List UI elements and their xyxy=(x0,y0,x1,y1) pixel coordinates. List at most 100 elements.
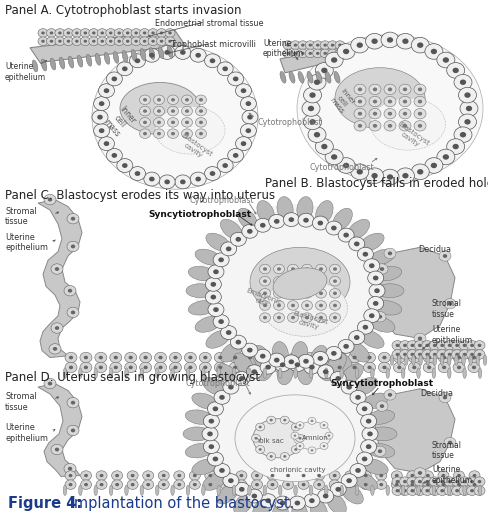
Circle shape xyxy=(315,264,326,274)
Circle shape xyxy=(442,396,447,399)
Circle shape xyxy=(225,330,231,335)
Circle shape xyxy=(246,489,262,503)
Circle shape xyxy=(217,62,233,76)
Text: Cytotrophoblast: Cytotrophoblast xyxy=(258,118,322,127)
Circle shape xyxy=(105,29,116,37)
Circle shape xyxy=(436,149,454,165)
Circle shape xyxy=(443,298,455,309)
Circle shape xyxy=(140,362,151,373)
Circle shape xyxy=(290,432,298,439)
Circle shape xyxy=(321,144,327,150)
Ellipse shape xyxy=(202,472,226,490)
Text: Uterine
epithelium: Uterine epithelium xyxy=(5,62,46,82)
Circle shape xyxy=(436,477,447,486)
Ellipse shape xyxy=(217,485,220,496)
Circle shape xyxy=(184,132,189,135)
Circle shape xyxy=(276,267,281,271)
Circle shape xyxy=(360,480,370,489)
Circle shape xyxy=(245,101,251,106)
Circle shape xyxy=(307,106,313,111)
Circle shape xyxy=(335,487,340,492)
Circle shape xyxy=(308,52,311,55)
Ellipse shape xyxy=(332,351,352,373)
Circle shape xyxy=(143,48,160,62)
Circle shape xyxy=(333,362,345,373)
Circle shape xyxy=(67,425,79,436)
Ellipse shape xyxy=(124,368,128,378)
Circle shape xyxy=(372,100,376,103)
Circle shape xyxy=(305,291,308,295)
Circle shape xyxy=(199,132,203,135)
Circle shape xyxy=(321,68,327,73)
Circle shape xyxy=(456,474,460,477)
Circle shape xyxy=(153,106,164,116)
Circle shape xyxy=(315,313,326,323)
Circle shape xyxy=(168,40,171,42)
Circle shape xyxy=(134,171,140,176)
Circle shape xyxy=(195,106,206,116)
Circle shape xyxy=(301,264,312,274)
Ellipse shape xyxy=(315,71,322,83)
Circle shape xyxy=(288,352,300,362)
Circle shape xyxy=(260,223,265,228)
Circle shape xyxy=(402,489,406,493)
Circle shape xyxy=(425,353,428,356)
Circle shape xyxy=(84,474,88,477)
Circle shape xyxy=(53,347,57,351)
Circle shape xyxy=(315,301,326,310)
Circle shape xyxy=(96,480,107,489)
Circle shape xyxy=(315,44,319,47)
Circle shape xyxy=(209,58,215,63)
Circle shape xyxy=(477,489,481,493)
Circle shape xyxy=(213,315,229,329)
Circle shape xyxy=(195,204,394,377)
Circle shape xyxy=(114,29,124,37)
Circle shape xyxy=(312,216,327,230)
Circle shape xyxy=(65,352,77,362)
Circle shape xyxy=(437,471,448,480)
Text: Endometrial stromal tissue: Endometrial stromal tissue xyxy=(155,19,263,28)
Circle shape xyxy=(379,483,383,486)
Circle shape xyxy=(259,352,270,362)
Circle shape xyxy=(357,247,373,261)
Circle shape xyxy=(283,41,292,50)
Circle shape xyxy=(441,483,445,486)
Circle shape xyxy=(383,84,395,95)
Circle shape xyxy=(379,267,384,271)
Ellipse shape xyxy=(79,368,82,378)
Circle shape xyxy=(469,344,473,347)
Circle shape xyxy=(244,362,256,373)
Circle shape xyxy=(268,215,284,228)
Circle shape xyxy=(372,124,376,127)
Circle shape xyxy=(325,149,343,165)
Circle shape xyxy=(139,118,150,127)
Circle shape xyxy=(80,29,90,37)
Circle shape xyxy=(283,455,286,458)
Circle shape xyxy=(295,434,304,442)
Circle shape xyxy=(207,265,224,279)
Circle shape xyxy=(375,471,386,480)
Circle shape xyxy=(212,407,218,411)
Ellipse shape xyxy=(278,368,282,378)
Circle shape xyxy=(282,480,293,489)
Circle shape xyxy=(251,369,257,374)
Circle shape xyxy=(204,480,215,489)
Circle shape xyxy=(109,352,122,362)
Circle shape xyxy=(259,362,270,373)
Circle shape xyxy=(222,67,227,71)
Circle shape xyxy=(100,474,103,477)
Circle shape xyxy=(325,347,341,360)
Circle shape xyxy=(413,350,425,359)
Circle shape xyxy=(366,432,372,436)
Circle shape xyxy=(214,463,229,477)
Circle shape xyxy=(459,79,465,85)
Ellipse shape xyxy=(186,368,189,378)
Ellipse shape xyxy=(195,249,221,265)
Circle shape xyxy=(298,437,301,440)
Circle shape xyxy=(411,356,416,359)
Circle shape xyxy=(454,353,458,356)
Circle shape xyxy=(89,37,99,46)
Circle shape xyxy=(309,92,315,98)
Circle shape xyxy=(377,315,382,318)
Circle shape xyxy=(49,344,61,354)
